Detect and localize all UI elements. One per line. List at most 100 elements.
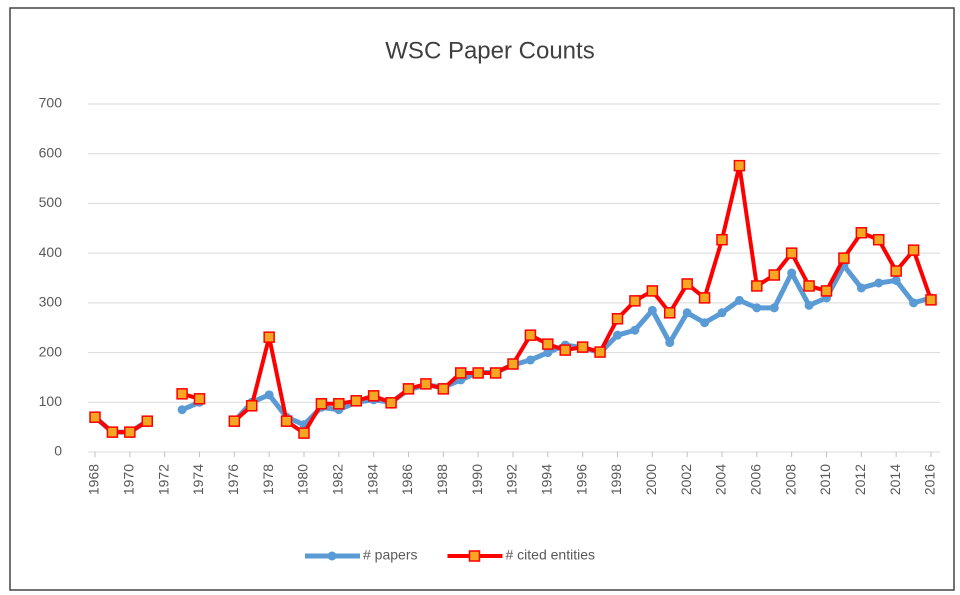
marker <box>367 390 380 402</box>
marker <box>559 344 571 356</box>
marker <box>298 427 310 439</box>
y-tick-label: 700 <box>39 95 63 111</box>
marker <box>717 308 727 318</box>
marker <box>437 383 450 395</box>
x-tick-label: 1984 <box>364 464 380 495</box>
chart-border <box>9 7 955 591</box>
chart-title: WSC Paper Counts <box>385 37 594 64</box>
marker <box>700 318 710 328</box>
x-tick-label: 1974 <box>190 464 206 495</box>
marker <box>681 278 693 290</box>
marker <box>664 307 676 319</box>
marker <box>647 305 657 315</box>
marker <box>385 397 397 409</box>
marker <box>106 426 119 438</box>
marker <box>472 367 484 379</box>
marker <box>890 265 902 277</box>
marker <box>489 367 502 379</box>
x-tick-label: 2016 <box>922 464 938 495</box>
legend-marker <box>327 551 337 561</box>
marker <box>613 330 622 340</box>
marker <box>909 298 919 308</box>
x-tick-label: 1996 <box>573 464 589 495</box>
marker <box>785 247 798 259</box>
marker <box>855 227 868 239</box>
marker <box>177 405 187 415</box>
marker <box>543 348 553 358</box>
marker <box>891 275 901 285</box>
legend-label: # cited entities <box>505 547 595 563</box>
x-tick-label: 2012 <box>852 464 868 495</box>
marker <box>315 398 328 410</box>
marker <box>542 338 554 350</box>
marker <box>629 295 641 307</box>
legend-marker <box>468 550 481 562</box>
marker <box>665 338 675 348</box>
marker <box>820 285 833 297</box>
marker <box>124 426 136 438</box>
x-tick-label: 1998 <box>608 464 624 495</box>
x-tick-label: 1990 <box>469 464 485 495</box>
marker <box>402 383 415 395</box>
marker <box>455 367 467 379</box>
marker <box>907 244 920 256</box>
marker <box>524 329 537 341</box>
y-tick-label: 0 <box>54 443 62 459</box>
marker <box>752 303 762 313</box>
x-tick-label: 2004 <box>713 464 729 495</box>
marker <box>733 159 746 172</box>
marker <box>838 252 850 264</box>
marker <box>769 303 779 313</box>
y-tick-label: 200 <box>39 343 63 359</box>
x-tick-label: 1994 <box>539 464 555 495</box>
x-tick-label: 1968 <box>86 464 102 495</box>
x-tick-label: 1976 <box>225 464 241 495</box>
x-tick-label: 1980 <box>295 464 311 495</box>
marker <box>576 341 589 353</box>
x-tick-label: 2010 <box>817 464 833 495</box>
marker <box>594 346 606 358</box>
x-tick-label: 1970 <box>121 464 137 495</box>
marker <box>350 395 362 407</box>
x-tick-label: 1972 <box>155 464 171 495</box>
marker <box>264 390 274 400</box>
marker <box>89 411 101 423</box>
marker <box>280 415 293 427</box>
legend-label: # papers <box>363 547 417 563</box>
x-tick-label: 2006 <box>748 464 764 495</box>
marker <box>925 294 937 306</box>
marker <box>420 378 432 390</box>
marker <box>646 285 659 297</box>
x-tick-label: 1992 <box>504 464 520 495</box>
marker <box>803 280 815 292</box>
y-tick-label: 300 <box>39 294 63 310</box>
marker <box>734 295 744 305</box>
y-tick-label: 500 <box>39 194 63 210</box>
marker <box>751 280 763 292</box>
marker <box>507 358 519 370</box>
marker <box>333 398 345 410</box>
x-tick-label: 2002 <box>678 464 694 495</box>
marker <box>856 283 866 293</box>
x-tick-label: 2008 <box>782 464 798 495</box>
marker <box>874 278 884 288</box>
marker <box>525 355 535 365</box>
marker <box>141 415 153 427</box>
y-tick-label: 600 <box>39 144 63 160</box>
x-tick-label: 1982 <box>330 464 346 495</box>
marker <box>176 388 188 400</box>
x-tick-label: 1978 <box>260 464 276 495</box>
marker <box>698 292 711 304</box>
x-tick-label: 2000 <box>643 464 659 495</box>
marker <box>193 393 206 405</box>
marker <box>263 331 275 343</box>
marker <box>228 415 241 427</box>
marker <box>873 233 885 246</box>
y-tick-label: 400 <box>39 244 63 260</box>
marker <box>682 308 692 318</box>
y-tick-label: 100 <box>39 393 63 409</box>
marker <box>246 400 258 412</box>
marker <box>630 325 640 335</box>
marker <box>716 233 728 246</box>
